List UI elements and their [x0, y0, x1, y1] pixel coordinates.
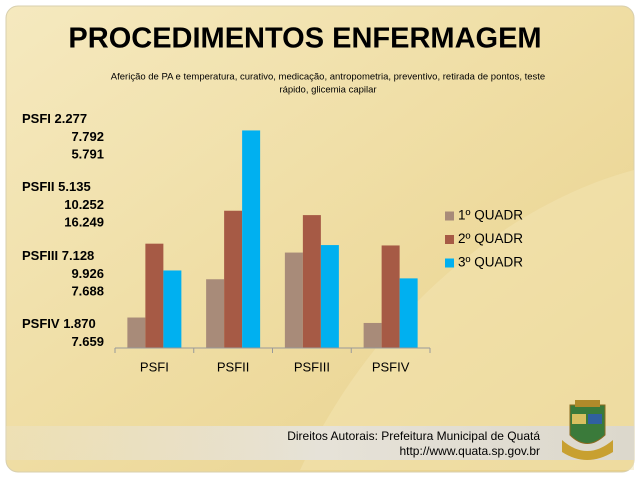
x-tick-label: PSFIV — [372, 359, 410, 374]
legend-swatch — [445, 211, 454, 221]
value-label: 16.249 — [64, 214, 104, 229]
value-list: PSFI 2.277 — [22, 111, 87, 126]
legend-label: 3º QUADR — [458, 255, 523, 270]
value-label: 7.659 — [71, 334, 104, 349]
subtitle: Aferição de PA e temperatura, curativo, … — [111, 72, 545, 83]
value-label: 7.792 — [71, 129, 104, 144]
bar — [206, 279, 225, 348]
coat-of-arms — [562, 400, 613, 460]
chart-title: PROCEDIMENTOS ENFERMAGEM — [68, 23, 541, 55]
legend-swatch — [445, 258, 454, 268]
value-label: 7.128 — [62, 248, 95, 263]
decor — [300, 170, 634, 470]
bar — [284, 252, 303, 348]
bar — [127, 317, 146, 348]
bar — [242, 130, 261, 348]
category-name: PSFIV — [22, 316, 60, 331]
legend-label: 1º QUADR — [458, 208, 523, 223]
bar — [381, 245, 400, 348]
value-list: PSFII 5.135 — [22, 179, 91, 194]
bar — [145, 243, 164, 348]
bar — [320, 245, 339, 348]
bar — [302, 215, 321, 348]
category-name: PSFIII — [22, 248, 58, 263]
footer-band — [6, 426, 634, 460]
bar — [399, 278, 418, 348]
bar — [163, 270, 182, 348]
x-tick-label: PSFII — [217, 359, 250, 374]
category-name: PSFII — [22, 179, 55, 194]
subtitle: rápido, glicemia capilar — [279, 85, 376, 96]
bar — [224, 210, 243, 348]
value-label: 1.870 — [63, 316, 96, 331]
value-list: PSFIV 1.870 — [22, 316, 96, 331]
value-label: 2.277 — [55, 111, 88, 126]
legend-label: 2º QUADR — [458, 231, 523, 246]
value-label: 5.135 — [58, 179, 91, 194]
bar — [363, 322, 382, 348]
value-label: 9.926 — [71, 266, 104, 281]
value-label: 10.252 — [64, 197, 104, 212]
value-label: 7.688 — [71, 283, 104, 298]
category-name: PSFI — [22, 111, 51, 126]
x-tick-label: PSFI — [140, 359, 169, 374]
x-tick-label: PSFIII — [294, 359, 330, 374]
value-list: PSFIII 7.128 — [22, 248, 94, 263]
value-label: 5.791 — [71, 146, 104, 161]
legend-swatch — [445, 235, 454, 244]
footer-url: http://www.quata.sp.gov.br — [399, 444, 540, 458]
footer-copyright: Direitos Autorais: Prefeitura Municipal … — [287, 429, 540, 443]
